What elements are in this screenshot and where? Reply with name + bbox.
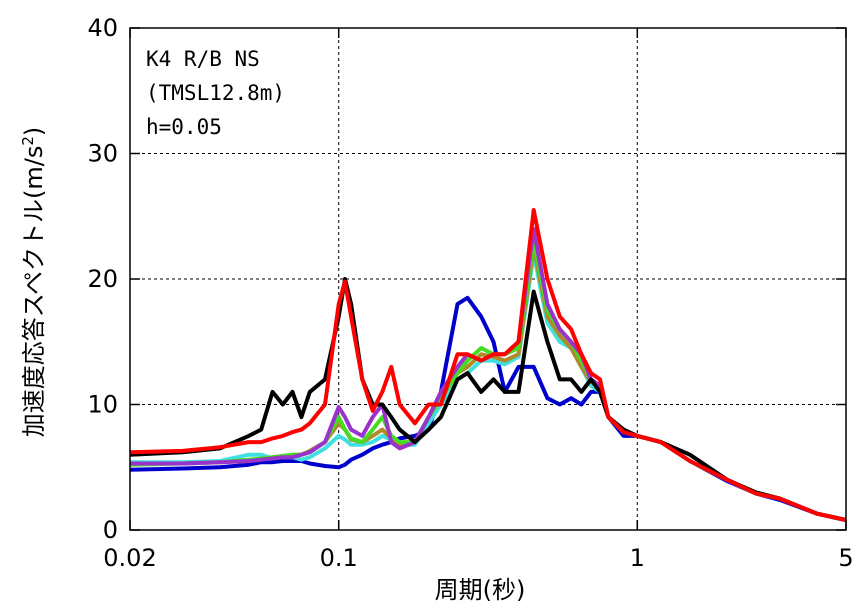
annotation: (TMSL12.8m)	[146, 81, 285, 105]
y-tick-label: 30	[87, 140, 118, 168]
y-axis-label-end: )	[20, 127, 48, 136]
x-tick-label: 5	[838, 544, 853, 572]
series-line	[129, 239, 847, 522]
x-tick-label: 0.02	[103, 544, 156, 572]
plot-frame	[129, 27, 847, 531]
y-tick-label: 40	[87, 14, 118, 42]
series-line	[129, 208, 847, 522]
x-axis-label: 周期(秒)	[435, 576, 526, 604]
annotation: K4 R/B NS	[146, 47, 260, 71]
x-tick-label: 1	[630, 544, 645, 572]
x-tick-label: 0.1	[320, 544, 358, 572]
annotation: h=0.05	[146, 115, 222, 139]
y-axis-label-text: 加速度応答スペクトル(m/s	[20, 146, 48, 438]
y-tick-label: 20	[87, 265, 118, 293]
y-axis-label: 加速度応答スペクトル(m/s2)	[19, 127, 48, 438]
y-tick-label: 0	[103, 516, 118, 544]
series-line	[130, 226, 847, 522]
y-tick-label: 10	[87, 391, 118, 419]
y-axis-label-sup: 2	[19, 136, 37, 146]
